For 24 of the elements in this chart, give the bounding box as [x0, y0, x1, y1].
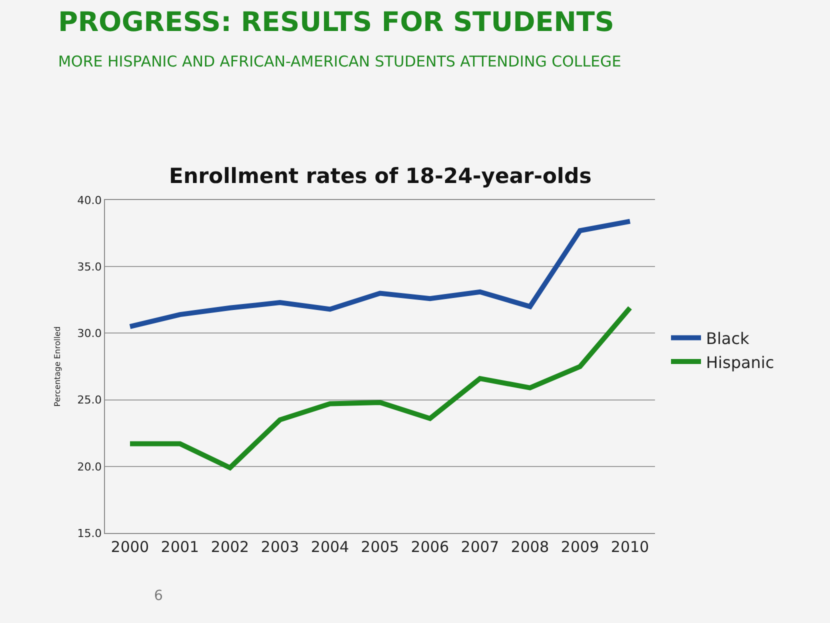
x-tick-label: 2010	[610, 538, 650, 556]
x-tick-label: 2006	[410, 538, 450, 556]
y-tick-label: 35.0	[77, 260, 102, 274]
y-tick-label: 20.0	[77, 460, 102, 474]
x-tick-label: 2008	[510, 538, 550, 556]
x-tick-label: 2001	[160, 538, 200, 556]
x-tick-label: 2000	[110, 538, 150, 556]
x-tick-label: 2004	[310, 538, 350, 556]
y-tick-label: 25.0	[77, 394, 102, 407]
legend-label: Black	[706, 328, 750, 348]
x-tick-label: 2007	[460, 538, 500, 556]
y-tick-label: 30.0	[77, 327, 102, 340]
y-tick-label: 15.0	[77, 526, 102, 540]
chart-title: PROGRESS: RESULTS FOR STUDENTS	[58, 7, 614, 38]
x-tick-label: 2003	[260, 538, 300, 556]
y-tick-label: 40.0	[77, 194, 102, 207]
chart-subtitle: MORE HISPANIC AND AFRICAN-AMERICAN STUDENTS ATTENDING COLLEGE	[58, 52, 622, 70]
x-tick-label: 2009	[560, 538, 600, 556]
x-tick-label: 2002	[210, 538, 250, 556]
text: 6	[154, 588, 163, 604]
x-tick-label: 2005	[360, 538, 400, 556]
legend-label: Hispanic	[706, 352, 774, 372]
text: Enrollment rates of 18-24-year-olds	[169, 164, 592, 188]
y-axis-title: Percentage Enrolled	[53, 326, 62, 407]
